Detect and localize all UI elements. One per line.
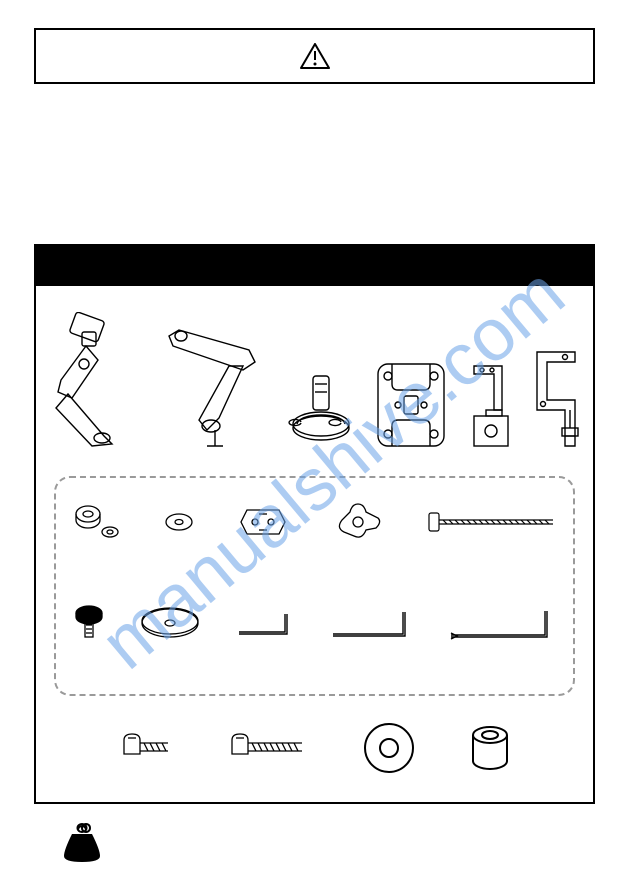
weight-capacity-row: [34, 822, 595, 862]
washer-small: [163, 510, 195, 534]
cable-clip: [237, 500, 289, 544]
allen-key-large: [447, 605, 557, 641]
screw-short: [118, 730, 174, 766]
long-bolt: [427, 507, 557, 537]
thumb-screw: [72, 603, 106, 643]
fasteners-row: [66, 720, 563, 776]
vesa-plate: [372, 358, 450, 452]
parts-list-box: [34, 244, 595, 804]
oval-plate: [138, 605, 202, 641]
grommet-bracket: [468, 360, 512, 452]
parts-body: [36, 286, 593, 806]
warning-box: [34, 28, 595, 84]
allen-key-small: [235, 608, 297, 638]
parts-header-bar: [36, 246, 593, 286]
tri-knob: [330, 498, 386, 546]
nut-with-washer: [72, 500, 122, 544]
weight-icon: [34, 822, 104, 862]
c-clamp: [529, 346, 583, 452]
articulating-arm: [46, 312, 142, 452]
warning-notes-area: [34, 84, 595, 244]
screw-long: [226, 730, 308, 766]
page: manualshive.com: [0, 0, 629, 893]
hardware-row-bottom: [72, 603, 557, 643]
hardware-row-top: [72, 498, 557, 546]
pole-base: [287, 372, 355, 452]
spacer-collar: [469, 725, 511, 771]
allen-key-medium: [329, 606, 415, 640]
main-components-row: [46, 302, 583, 452]
warning-triangle-icon: [300, 43, 330, 69]
monitor-arm-secondary: [159, 312, 269, 452]
hardware-dashed-box: [54, 476, 575, 696]
washer-flat: [361, 720, 417, 776]
